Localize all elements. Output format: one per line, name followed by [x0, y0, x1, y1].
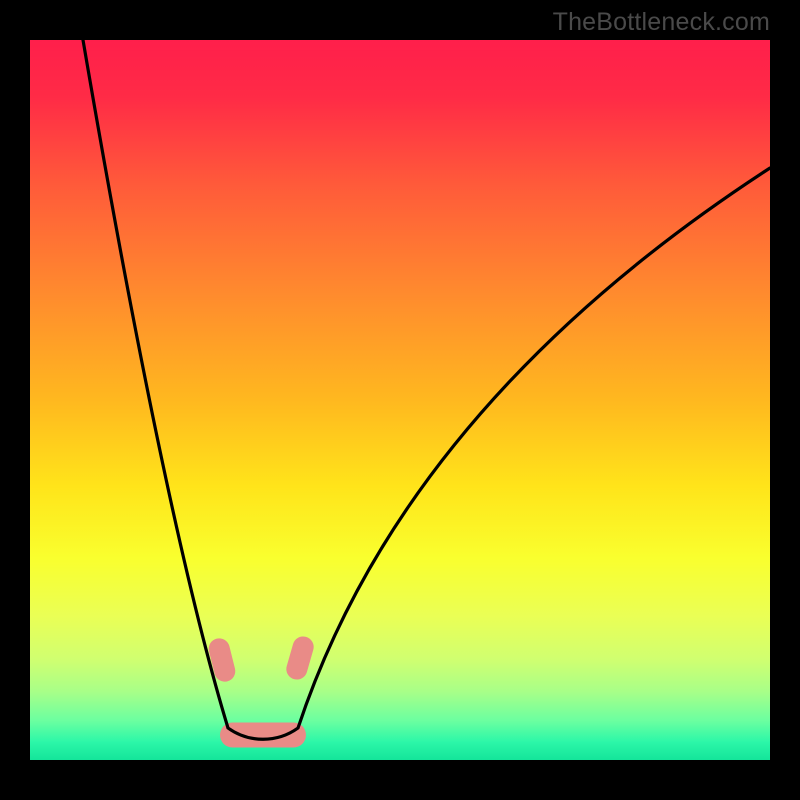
marker-blobs-group — [206, 634, 316, 748]
marker-blob — [220, 723, 306, 748]
curve-layer — [0, 0, 800, 800]
marker-blob — [206, 636, 237, 684]
chart-stage: TheBottleneck.com — [0, 0, 800, 800]
marker-blob — [284, 634, 316, 682]
watermark-text: TheBottleneck.com — [553, 8, 770, 37]
v-curve-path — [83, 40, 770, 739]
